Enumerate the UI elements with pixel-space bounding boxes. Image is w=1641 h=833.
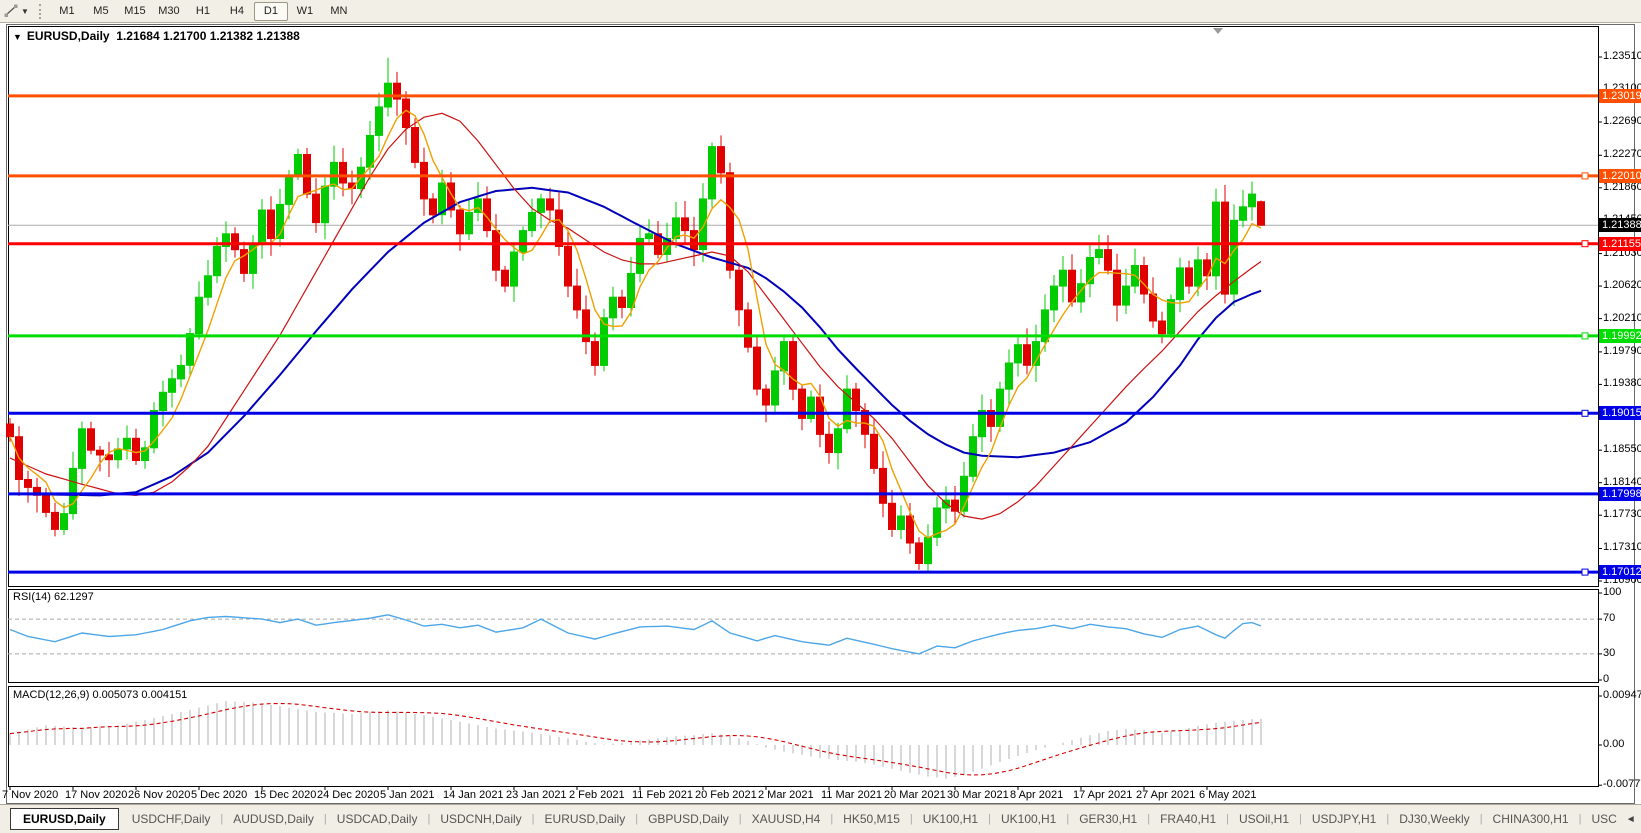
tab-divider: | — [988, 813, 991, 825]
toolbar-drag-grip[interactable] — [38, 3, 41, 19]
chart-tab-uk100-h1[interactable]: UK100,H1 — [1000, 812, 1057, 826]
tab-divider: | — [1386, 813, 1390, 825]
chart-tab-uk100-h1[interactable]: UK100,H1 — [922, 812, 979, 826]
chart-tab-china300-h1[interactable]: CHINA300,H1 — [1492, 812, 1569, 826]
tab-scroll-arrows: ◄ ► — [1626, 814, 1641, 825]
tab-divider: | — [1479, 813, 1483, 825]
chart-tab-audusd-daily[interactable]: AUDUSD,Daily — [233, 812, 314, 826]
timeframe-button-d1[interactable]: D1 — [253, 1, 288, 21]
chart-tab-eurusd-daily[interactable]: EURUSD,Daily — [544, 812, 626, 826]
chart-tab-eurusd-daily[interactable]: EURUSD,Daily — [10, 808, 119, 830]
line-tool-dropdown-caret[interactable]: ▼ — [21, 6, 29, 16]
tab-divider: | — [1578, 813, 1582, 825]
timeframe-button-h1[interactable]: H1 — [195, 4, 210, 17]
chart-tab-fra40-h1[interactable]: FRA40,H1 — [1160, 812, 1217, 826]
chart-tab-usc[interactable]: USC — [1591, 812, 1617, 826]
tab-divider: | — [220, 813, 224, 825]
timeframe-toolbar: ▼ M1 M5 M15 M30 H1 H4 D1 W1 MN — [0, 0, 1641, 23]
timeframe-button-m1[interactable]: M1 — [59, 4, 75, 17]
tab-divider: | — [635, 813, 639, 825]
chart-tab-bar: EURUSD,Daily USDCHF,Daily | AUDUSD,Daily | US… — [0, 804, 1641, 833]
tab-divider: | — [323, 813, 327, 825]
chart-tab-usdchf-daily[interactable]: USDCHF,Daily — [131, 812, 211, 826]
tab-divider: | — [1147, 813, 1151, 825]
timeframe-button-m15[interactable]: M15 — [124, 4, 146, 17]
tab-divider: | — [1066, 813, 1070, 825]
timeframe-button-mn[interactable]: MN — [330, 4, 348, 17]
line-tool-icon[interactable] — [1, 2, 21, 20]
chart-tab-usdcnh-daily[interactable]: USDCNH,Daily — [440, 812, 522, 826]
chart-tab-gbpusd-daily[interactable]: GBPUSD,Daily — [648, 812, 729, 826]
tab-scroll-left-icon[interactable]: ◄ — [1625, 813, 1636, 825]
chart-tab-usdjpy-h1[interactable]: USDJPY,H1 — [1311, 812, 1377, 826]
tab-divider: | — [738, 813, 742, 825]
timeframe-button-m30[interactable]: M30 — [158, 4, 180, 17]
chart-tab-xauusd-h4[interactable]: XAUUSD,H4 — [751, 812, 821, 826]
tab-divider: | — [830, 813, 834, 825]
timeframe-button-w1[interactable]: W1 — [296, 4, 314, 17]
tab-divider: | — [427, 813, 431, 825]
chart-tab-dj30-weekly[interactable]: DJ30,Weekly — [1399, 812, 1470, 826]
chart-tab-ger30-h1[interactable]: GER30,H1 — [1079, 812, 1138, 826]
tab-divider: | — [1226, 813, 1229, 825]
tab-divider: | — [531, 813, 535, 825]
chart-tab-usoil-h1[interactable]: USOil,H1 — [1238, 812, 1289, 826]
chart-tabs: EURUSD,Daily USDCHF,Daily | AUDUSD,Daily | US… — [10, 808, 1626, 830]
chart-tab-hk50-m15[interactable]: HK50,M15 — [843, 812, 900, 826]
timeframe-buttons: M1 M5 M15 M30 H1 H4 D1 W1 MN — [50, 1, 356, 21]
chart-tab-usdcad-daily[interactable]: USDCAD,Daily — [336, 812, 418, 826]
timeframe-button-h4[interactable]: H4 — [229, 4, 244, 17]
tab-divider: | — [1299, 813, 1302, 825]
timeframe-button-m5[interactable]: M5 — [93, 4, 109, 17]
tab-divider: | — [909, 813, 913, 825]
